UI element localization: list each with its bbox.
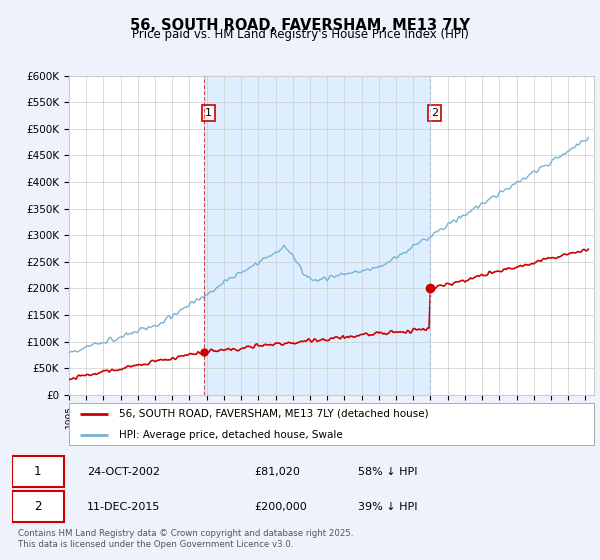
Text: 11-DEC-2015: 11-DEC-2015: [87, 502, 160, 511]
Text: Price paid vs. HM Land Registry's House Price Index (HPI): Price paid vs. HM Land Registry's House …: [131, 28, 469, 41]
Text: HPI: Average price, detached house, Swale: HPI: Average price, detached house, Swal…: [119, 430, 343, 440]
Text: 2: 2: [431, 108, 439, 118]
Text: Contains HM Land Registry data © Crown copyright and database right 2025.
This d: Contains HM Land Registry data © Crown c…: [18, 529, 353, 549]
Text: 58% ↓ HPI: 58% ↓ HPI: [358, 467, 417, 477]
Text: 1: 1: [205, 108, 212, 118]
Bar: [203, 76, 430, 395]
Text: 2: 2: [34, 500, 41, 513]
Text: 56, SOUTH ROAD, FAVERSHAM, ME13 7LY: 56, SOUTH ROAD, FAVERSHAM, ME13 7LY: [130, 18, 470, 32]
Text: 24-OCT-2002: 24-OCT-2002: [87, 467, 160, 477]
Text: £81,020: £81,020: [254, 467, 300, 477]
Text: £200,000: £200,000: [254, 502, 307, 511]
Text: 56, SOUTH ROAD, FAVERSHAM, ME13 7LY (detached house): 56, SOUTH ROAD, FAVERSHAM, ME13 7LY (det…: [119, 409, 428, 419]
Text: 39% ↓ HPI: 39% ↓ HPI: [358, 502, 417, 511]
Text: 1: 1: [34, 465, 41, 478]
FancyBboxPatch shape: [12, 491, 64, 522]
FancyBboxPatch shape: [12, 456, 64, 487]
